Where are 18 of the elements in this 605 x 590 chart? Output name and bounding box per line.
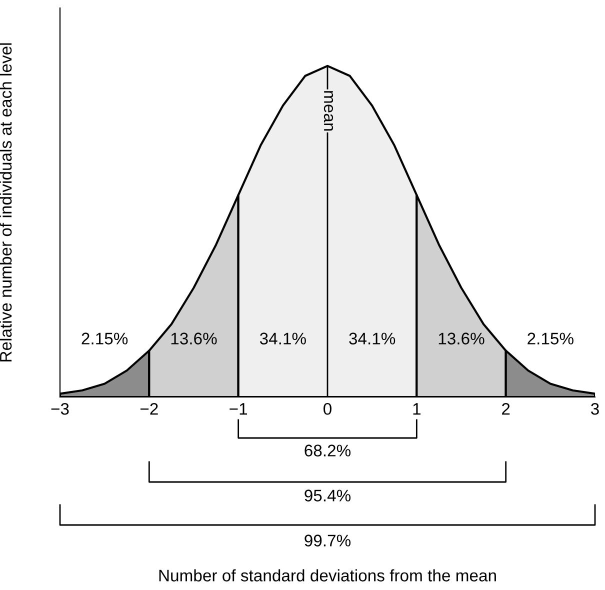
- annotation: 13.6%: [438, 332, 484, 344]
- text: Number of standard deviations from the mean: [159, 569, 496, 582]
- annotation: 2.15%: [82, 332, 128, 344]
- x-tick-label: 3: [591, 402, 599, 415]
- x-tick-label: 2: [502, 402, 510, 415]
- x-tick-label: −3: [51, 402, 69, 415]
- x-tick-label: 1: [413, 403, 420, 415]
- x-tick-label: −2: [140, 402, 158, 415]
- x-tick-label: −1: [230, 403, 248, 415]
- ref-line-label: mean: [324, 91, 334, 131]
- annotation: 2.15%: [528, 332, 574, 344]
- annotation: 13.6%: [171, 332, 217, 344]
- text: 68.2%: [304, 444, 351, 456]
- text: 99.7%: [304, 534, 351, 546]
- annotation: 34.1%: [349, 332, 396, 344]
- text: 95.4%: [304, 490, 351, 502]
- annotation: 34.1%: [260, 332, 306, 344]
- x-tick-label: 0: [324, 402, 332, 415]
